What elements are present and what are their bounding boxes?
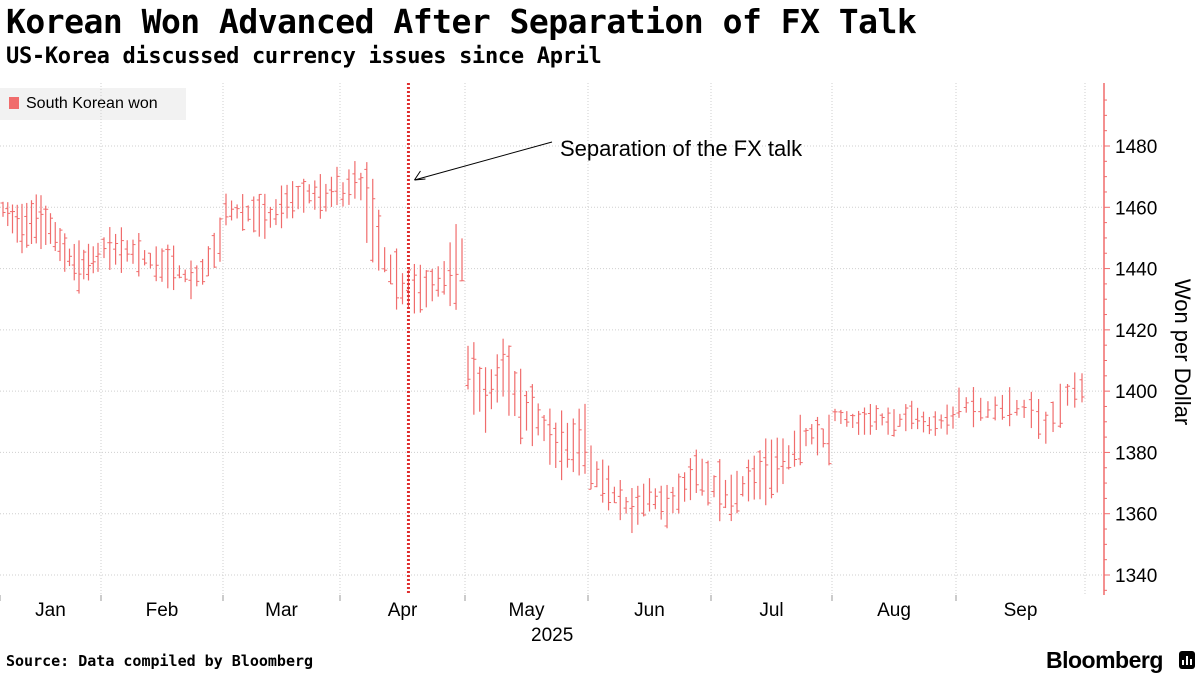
chart-title: Korean Won Advanced After Separation of … <box>6 2 917 41</box>
x-tick-label: Jun <box>634 600 665 621</box>
legend-label: South Korean won <box>26 95 158 112</box>
gridlines <box>0 83 1104 595</box>
x-tick-label: Feb <box>146 600 179 621</box>
y-tick-label: 1420 <box>1115 321 1157 342</box>
y-tick-label: 1440 <box>1115 260 1157 281</box>
ohlc-bars <box>0 161 1085 534</box>
x-tick-label: Apr <box>388 600 418 621</box>
legend-swatch <box>9 97 19 109</box>
annotation: Separation of the FX talk <box>406 83 803 595</box>
annotation-label: Separation of the FX talk <box>560 136 803 161</box>
x-tick-label: Mar <box>265 600 298 621</box>
x-tick-label: Aug <box>877 600 911 621</box>
x-axis: Jan Feb Mar Apr May Jun Jul Aug Sep <box>0 595 1037 621</box>
x-tick-label: May <box>509 600 545 621</box>
x-tick-label: Sep <box>1004 600 1038 621</box>
terminal-icon <box>1179 651 1195 669</box>
brand-logo: Bloomberg <box>1046 647 1163 673</box>
legend-box <box>0 88 186 120</box>
y-tick-label: 1380 <box>1115 443 1157 464</box>
y-tick-label: 1480 <box>1115 137 1157 158</box>
y-tick-label: 1360 <box>1115 505 1157 526</box>
x-tick-label: Jan <box>35 600 66 621</box>
y-tick-label: 1460 <box>1115 198 1157 219</box>
source-note: Source: Data compiled by Bloomberg <box>6 652 314 670</box>
x-axis-year-label: 2025 <box>531 625 573 646</box>
x-tick-label: Jul <box>759 600 783 621</box>
y-tick-label: 1340 <box>1115 566 1157 587</box>
y-axis: 1340 1360 1380 1400 1420 1440 1460 1480 <box>1103 83 1157 595</box>
y-tick-label: 1400 <box>1115 382 1157 403</box>
y-axis-title: Won per Dollar <box>1170 279 1195 425</box>
chart-subtitle: US-Korea discussed currency issues since… <box>6 44 602 69</box>
annotation-arrow <box>414 141 553 181</box>
annotation-arrowhead <box>414 170 426 181</box>
